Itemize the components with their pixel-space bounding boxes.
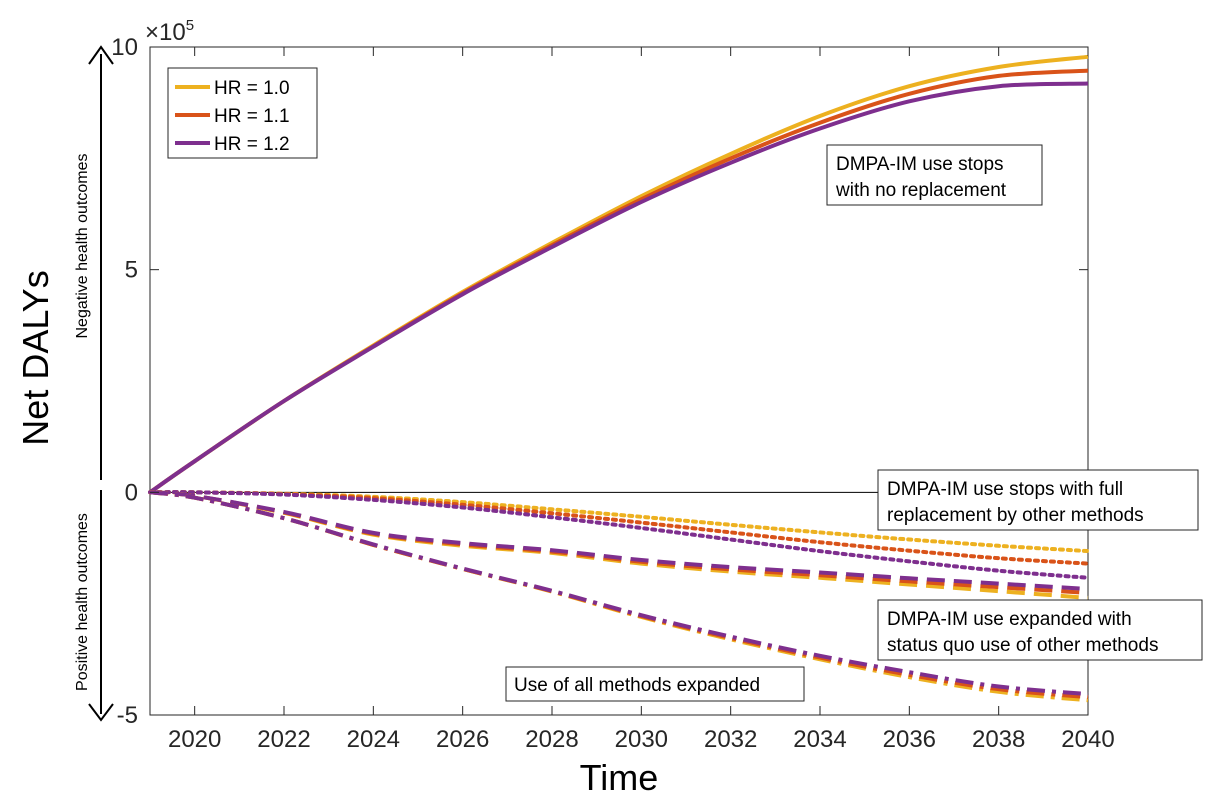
positive-outcomes-label: Positive health outcomes [74, 513, 91, 691]
y-tick-label: 10 [111, 34, 138, 61]
legend-label: HR = 1.0 [214, 78, 290, 99]
y-multiplier-base: ×10 [145, 19, 186, 46]
y-ticks: -5 0 5 10 [111, 34, 1088, 729]
legend-label: HR = 1.1 [214, 106, 290, 127]
x-tick-label: 2040 [1061, 726, 1114, 753]
series-line-dotted-1-1 [148, 490, 1090, 566]
series-line-dashed-1-2 [149, 490, 1089, 591]
annotation-full-replacement-line1: DMPA-IM use stops with full [887, 479, 1123, 500]
x-tick-label: 2022 [257, 726, 310, 753]
x-tick-label: 2038 [972, 726, 1025, 753]
series-line-dotted-1-0 [148, 490, 1090, 554]
annotation-full-replacement-line2: replacement by other methods [887, 505, 1144, 526]
x-tick-label: 2028 [525, 726, 578, 753]
series-line-solid-1-2 [148, 81, 1089, 494]
annotation-expanded-status-quo-line1: DMPA-IM use expanded with [887, 609, 1132, 630]
y-tick-label: 5 [125, 257, 138, 284]
y-axis-title: Net DALYs [15, 270, 56, 445]
y-tick-label: -5 [117, 702, 138, 729]
annotation-all-methods: Use of all methods expanded [505, 666, 805, 702]
annotation-all-methods-line1: Use of all methods expanded [514, 675, 760, 696]
series-layer [148, 54, 1090, 703]
series-line-dashdot-1-2 [149, 490, 1089, 697]
annotation-expanded-status-quo-line2: status quo use of other methods [887, 635, 1158, 656]
x-tick-label: 2024 [347, 726, 400, 753]
annotation-expanded-status-quo: DMPA-IM use expanded with status quo use… [877, 599, 1203, 661]
y-tick-label: 0 [125, 479, 138, 506]
x-tick-label: 2032 [704, 726, 757, 753]
annotation-no-replacement-line2: with no replacement [835, 180, 1007, 201]
annotation-no-replacement-line1: DMPA-IM use stops [836, 154, 1004, 175]
plot-frame [149, 46, 1089, 716]
negative-outcomes-arrow [88, 45, 114, 480]
x-tick-label: 2036 [883, 726, 936, 753]
negative-outcomes-label: Negative health outcomes [74, 154, 91, 339]
x-tick-label: 2030 [615, 726, 668, 753]
y-multiplier-label: ×105 [145, 17, 194, 46]
series-line-dotted-1-2 [148, 490, 1090, 580]
x-tick-label: 2034 [793, 726, 846, 753]
x-axis-title: Time [580, 757, 659, 798]
annotation-no-replacement: DMPA-IM use stops with no replacement [826, 144, 1043, 206]
annotation-full-replacement: DMPA-IM use stops with full replacement … [877, 469, 1199, 531]
positive-outcomes-arrow [88, 490, 114, 722]
x-tick-label: 2020 [168, 726, 221, 753]
legend: HR = 1.0 HR = 1.1 HR = 1.2 [167, 67, 318, 159]
x-ticks: 2020 2022 2024 2026 2028 2030 2032 2034 2036 2038… [168, 47, 1115, 753]
legend-label: HR = 1.2 [214, 134, 290, 155]
y-multiplier-exponent: 5 [186, 17, 194, 34]
x-tick-label: 2026 [436, 726, 489, 753]
